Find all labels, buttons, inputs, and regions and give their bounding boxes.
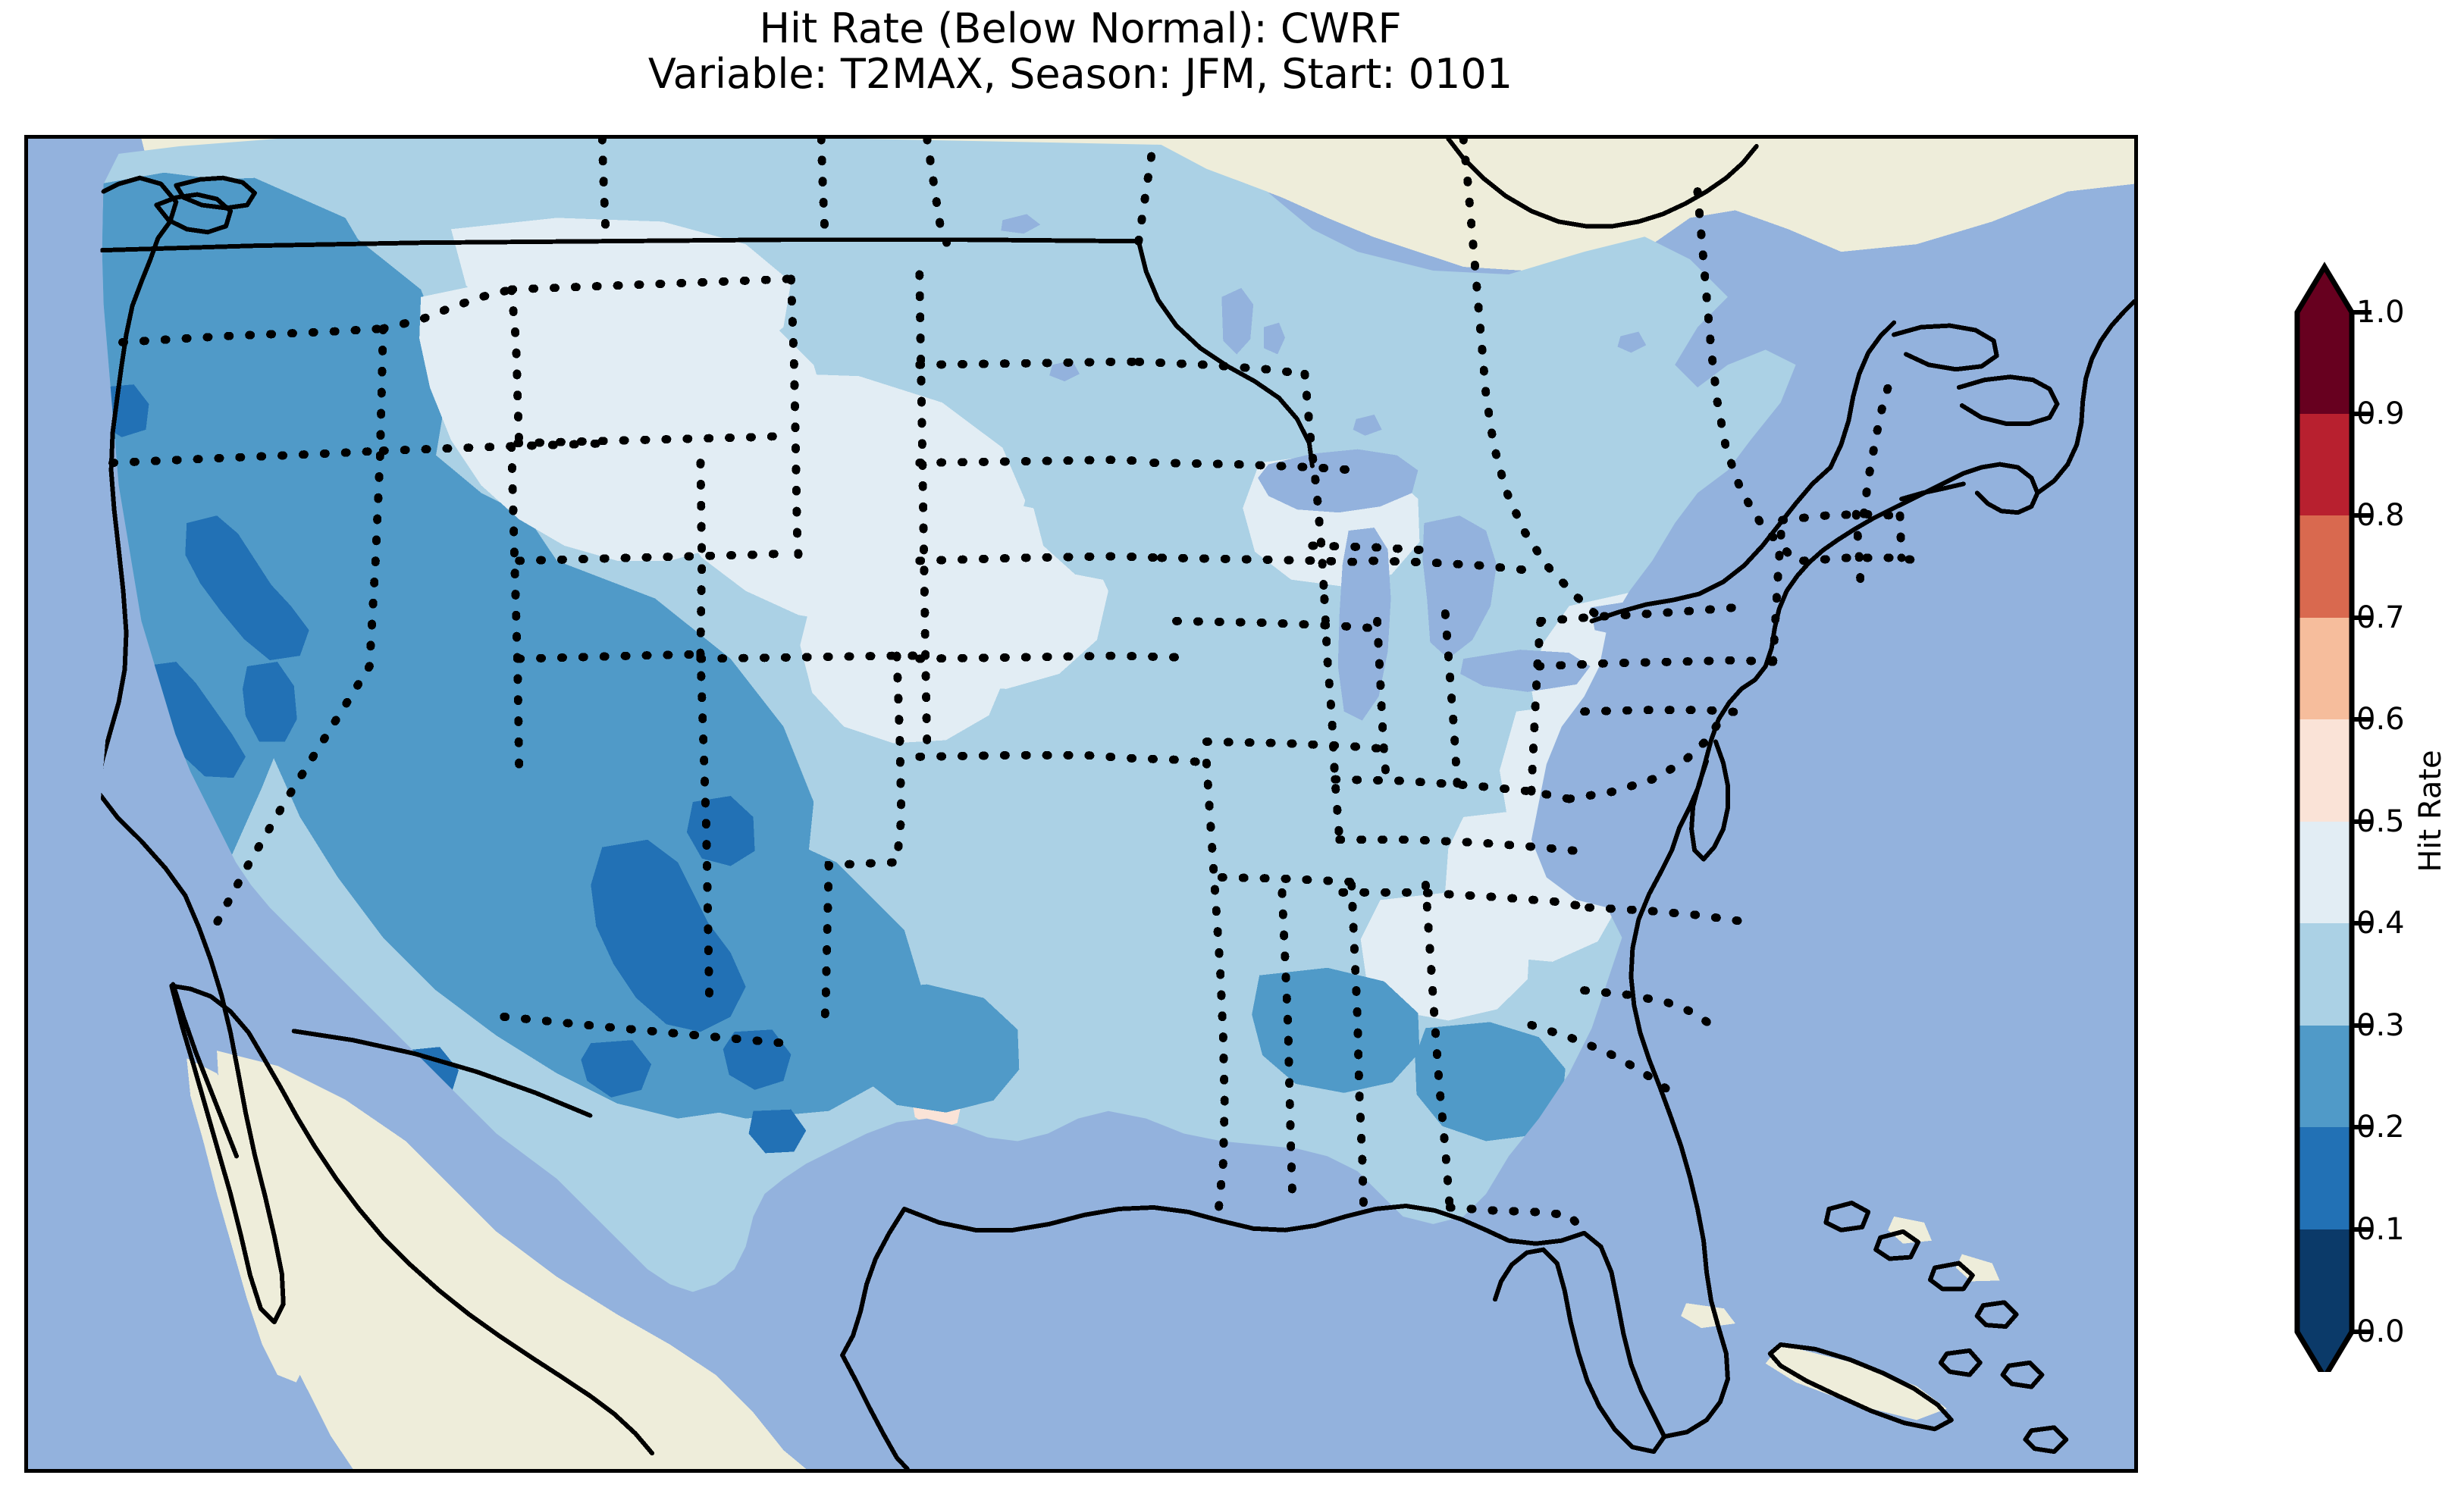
coastlines (95, 139, 2134, 1469)
map-panel (24, 135, 2138, 1473)
colorbar: 1.0 0.9 0.8 0.7 0.6 0.5 0.4 0.3 0.2 0.1 … (2282, 250, 2464, 1372)
map-svg (28, 139, 2134, 1469)
colorbar-ticks (2352, 310, 2372, 1334)
cb-tick-4: 0.7 (2356, 600, 2405, 635)
ocean-mask (28, 139, 107, 1217)
cb-tick-1: 1.0 (2356, 295, 2405, 330)
cb-tick-8: 0.3 (2356, 1008, 2405, 1043)
cb-tick-5: 0.6 (2356, 702, 2405, 737)
cb-tick-2: 0.9 (2356, 396, 2405, 431)
cb-tick-11: 0.0 (2356, 1314, 2405, 1349)
title-line-1: Hit Rate (Below Normal): CWRF (759, 5, 1402, 52)
cb-tick-7: 0.4 (2356, 906, 2405, 941)
colorbar-under-arrow (2297, 1332, 2352, 1372)
cb-tick-3: 0.8 (2356, 498, 2405, 533)
colorbar-svg (2294, 262, 2372, 1372)
title-line-2: Variable: T2MAX, Season: JFM, Start: 010… (647, 50, 1513, 99)
colorbar-over-arrow (2297, 267, 2352, 312)
colorbar-tick-labels: 1.0 0.9 0.8 0.7 0.6 0.5 0.4 0.3 0.2 0.1 … (2282, 250, 2464, 1372)
colorbar-axis-label: Hit Rate (2413, 750, 2448, 872)
cb-tick-10: 0.1 (2356, 1212, 2405, 1247)
state-borders (108, 139, 1929, 1236)
figure-title: Hit Rate (Below Normal): CWRF Variable: … (0, 5, 2161, 99)
colorbar-bands (2297, 267, 2352, 1372)
cb-tick-9: 0.2 (2356, 1110, 2405, 1145)
cb-tick-6: 0.5 (2356, 804, 2405, 839)
